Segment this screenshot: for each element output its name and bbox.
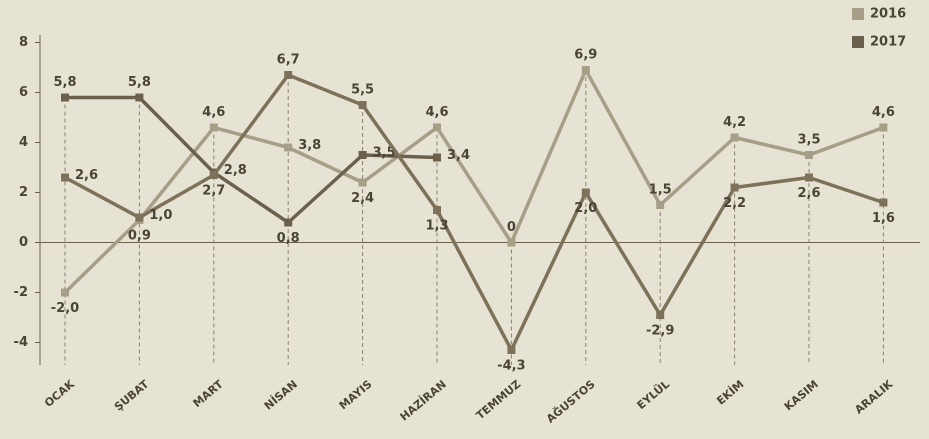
y-tick-label: -4 <box>14 335 28 350</box>
value-label: -2,0 <box>51 301 79 316</box>
value-label: 6,9 <box>574 48 597 63</box>
point <box>284 143 293 152</box>
point <box>358 101 367 109</box>
y-tick-label: 0 <box>19 235 28 250</box>
x-tick-label: NİSAN <box>261 377 300 413</box>
value-label: 2,6 <box>797 186 820 201</box>
point <box>61 288 69 297</box>
point <box>284 71 293 79</box>
point <box>879 123 888 132</box>
value-label: 2,2 <box>723 196 746 211</box>
point <box>209 123 218 132</box>
value-label: -2,9 <box>646 324 674 339</box>
point <box>135 93 144 102</box>
value-label: 2,8 <box>224 163 247 178</box>
y-tick-label: 4 <box>19 135 28 150</box>
x-tick-label: HAZİRAN <box>397 377 449 424</box>
value-label: 6,7 <box>277 53 300 68</box>
point <box>581 66 590 74</box>
y-tick-label: 8 <box>19 35 28 50</box>
x-tick-label: MAYIS <box>337 378 375 413</box>
value-label: 0 <box>507 220 516 235</box>
point <box>581 188 590 197</box>
point <box>805 151 813 159</box>
x-tick-label: EKİM <box>714 377 747 408</box>
point <box>730 133 739 142</box>
y-tick-label: -2 <box>14 285 28 300</box>
value-label: 4,6 <box>202 105 225 120</box>
point <box>209 171 218 179</box>
value-label: 3,5 <box>797 133 820 148</box>
x-tick-label: MART <box>191 377 227 410</box>
value-label: 2,0 <box>574 201 597 216</box>
legend-swatch <box>852 36 864 48</box>
value-label: 4,2 <box>723 115 746 130</box>
legend-label: 2016 <box>870 7 906 22</box>
point <box>433 206 441 214</box>
legend-label: 2017 <box>870 35 906 50</box>
series-line <box>64 73 884 352</box>
value-label: 4,6 <box>425 105 448 120</box>
value-label: 5,8 <box>128 75 151 90</box>
point <box>805 173 813 182</box>
point <box>61 173 69 182</box>
value-label: -4,3 <box>497 359 525 374</box>
value-label: 5,5 <box>351 83 374 98</box>
value-label: 3,8 <box>298 138 321 153</box>
point <box>507 346 516 354</box>
x-tick-label: KASIM <box>782 378 821 414</box>
point <box>656 201 665 209</box>
value-label: 5,8 <box>53 75 76 90</box>
legend-swatch <box>852 8 864 20</box>
y-tick-label: 2 <box>19 185 28 200</box>
value-label: 2,7 <box>202 184 225 199</box>
x-tick-label: TEMMUZ <box>474 378 524 423</box>
x-tick-label: AĞUSTOS <box>544 378 598 426</box>
point <box>358 151 367 159</box>
series-line <box>63 68 885 294</box>
value-label: 0,9 <box>128 229 151 244</box>
x-tick-label: OCAK <box>42 377 77 409</box>
x-tick-label: ARALIK <box>852 377 895 416</box>
point <box>879 198 888 207</box>
point <box>656 311 665 319</box>
point <box>730 183 739 192</box>
point <box>284 218 293 227</box>
x-tick-label: ŞUBAT <box>112 377 152 413</box>
point <box>61 93 69 102</box>
value-label: 1,0 <box>149 208 172 223</box>
value-label: 1,3 <box>425 219 448 234</box>
y-tick-label: 6 <box>19 85 28 100</box>
value-label: 2,4 <box>351 191 374 206</box>
point <box>358 178 367 187</box>
value-label: 4,6 <box>872 105 895 120</box>
point <box>135 213 144 222</box>
x-tick-label: EYLÜL <box>634 377 672 412</box>
value-label: 3,5 <box>373 146 396 161</box>
point <box>507 238 516 247</box>
value-label: 2,6 <box>75 168 98 183</box>
value-label: 1,5 <box>649 183 672 198</box>
value-label: 3,4 <box>447 148 470 163</box>
value-label: 0,8 <box>277 231 300 246</box>
point <box>433 153 441 162</box>
value-label: 1,6 <box>872 211 895 226</box>
point <box>433 123 441 132</box>
series-line <box>65 95 438 225</box>
